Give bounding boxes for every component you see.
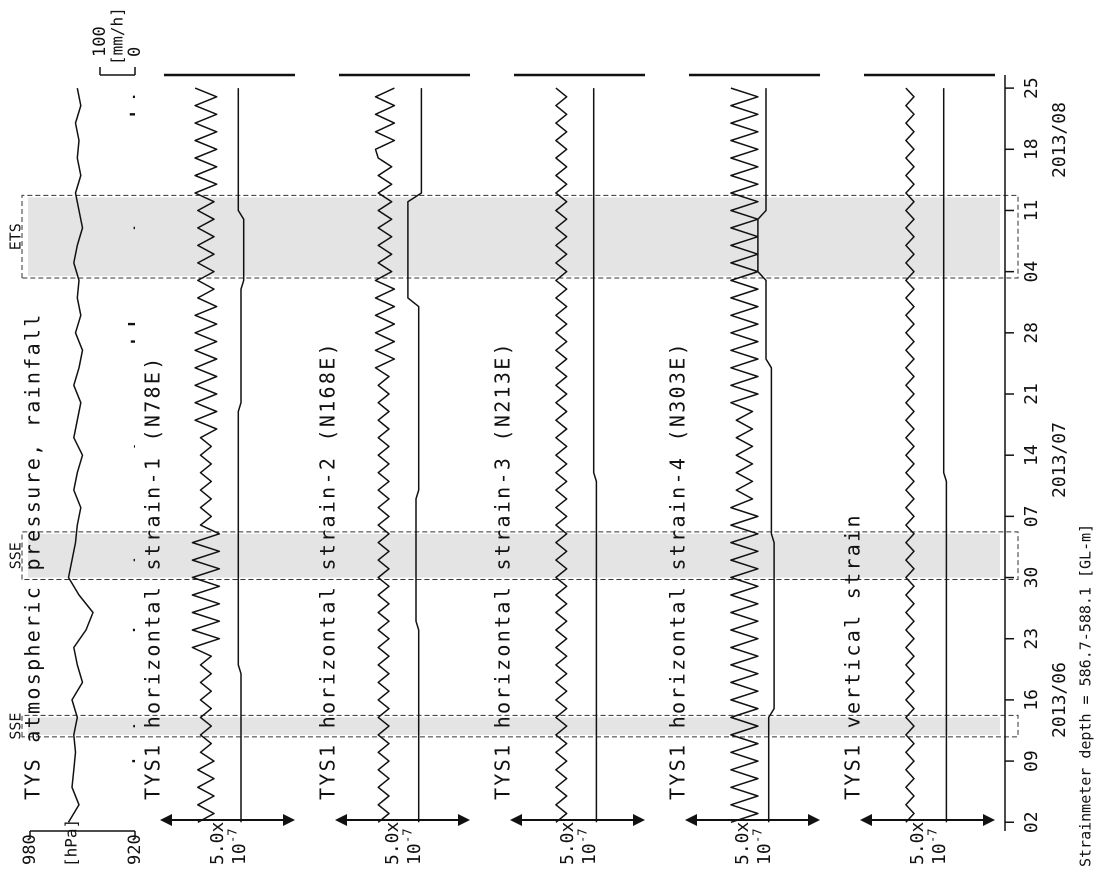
event-band (28, 717, 1000, 735)
month-label: 2013/06 (1049, 662, 1070, 738)
x-tick-label: 25 (1021, 77, 1042, 99)
event-label: ETS (7, 223, 25, 250)
x-tick-label: 02 (1021, 811, 1042, 833)
x-tick-label: 23 (1021, 628, 1042, 650)
y-axis-label: [hPa] (62, 819, 81, 867)
series-line (942, 88, 948, 823)
rain-bar (133, 226, 136, 230)
rain-bar (132, 759, 135, 763)
series-line (191, 87, 221, 823)
rain-bar (129, 113, 135, 116)
x-tick-label: 18 (1021, 138, 1042, 160)
x-tick-label: 04 (1021, 261, 1042, 283)
rain-bar (132, 628, 135, 632)
event-frame (21, 194, 1019, 279)
rain-bar (130, 340, 136, 343)
x-tick-label: 16 (1021, 689, 1042, 711)
event-label: SSE (7, 713, 25, 740)
series-line (555, 87, 568, 823)
panel-title: TYS1 horizontal strain-4 (N303E) (666, 341, 690, 800)
series-line (592, 88, 598, 823)
panel-title: TYS1 horizontal strain-2 (N168E) (316, 341, 340, 800)
series-line (730, 87, 759, 824)
scale-label: 5.0x (907, 821, 928, 865)
y-tick-label: 980 (20, 834, 40, 865)
x-tick-label: 14 (1021, 444, 1042, 466)
scale-label: 10 (579, 843, 600, 865)
month-label: 2013/07 (1049, 422, 1070, 498)
y-tick-label: 0 (125, 47, 145, 57)
event-frame (21, 531, 1019, 581)
rotated-plot: SSE SSE ETS 02 09 16 23 30 07 14 21 28 04 11 18 25 2013/… (7, 7, 1095, 867)
x-tick-label: 09 (1021, 750, 1042, 772)
scale-label: 10 (229, 843, 250, 865)
scale-exponent: -7 (576, 829, 590, 843)
month-label: 2013/08 (1049, 102, 1070, 178)
event-frame (21, 714, 1019, 738)
x-tick-label: 30 (1021, 567, 1042, 589)
series-line (757, 88, 775, 823)
rain-bar (132, 95, 135, 99)
y-axis-label: [mm/h] (108, 7, 127, 65)
series-line (374, 87, 396, 823)
event-band (28, 197, 1000, 277)
rain-bar (133, 558, 136, 562)
scale-exponent: -7 (226, 829, 240, 843)
scale-label: 10 (929, 843, 950, 865)
x-tick-label: 28 (1021, 322, 1042, 344)
scale-exponent: -7 (926, 829, 940, 843)
scale-exponent: -7 (751, 829, 765, 843)
panel-title: TYS1 vertical strain (841, 513, 865, 800)
x-tick-label: 11 (1021, 200, 1042, 222)
scale-label: 5.0x (557, 821, 578, 865)
scale-label: 5.0x (207, 821, 228, 865)
event-band (28, 533, 1000, 578)
scale-label: 10 (754, 843, 775, 865)
series-line (407, 88, 423, 823)
y-tick-label: 100 (90, 26, 110, 57)
panel-title: TYS atmospheric pressure, rainfall (21, 312, 45, 800)
rain-bar (133, 724, 135, 728)
y-tick-label: 920 (125, 834, 145, 865)
scale-label: 5.0x (732, 821, 753, 865)
scale-label: 5.0x (382, 821, 403, 865)
footnote: Strainmeter depth = 586.7-588.1 [GL-m] (1077, 524, 1095, 867)
rain-bar (133, 445, 135, 448)
x-tick-label: 21 (1021, 383, 1042, 405)
x-tick-label: 07 (1021, 506, 1042, 528)
event-label: SSE (7, 542, 25, 569)
panel-title: TYS1 horizontal strain-3 (N213E) (491, 341, 515, 800)
series-line (67, 87, 94, 823)
panel-title: TYS1 horizontal strain-1 (N78E) (141, 355, 165, 800)
series-line (237, 88, 245, 823)
series-line (905, 87, 915, 823)
scale-label: 10 (404, 843, 425, 865)
rain-bar (128, 322, 135, 326)
scale-exponent: -7 (401, 829, 415, 843)
